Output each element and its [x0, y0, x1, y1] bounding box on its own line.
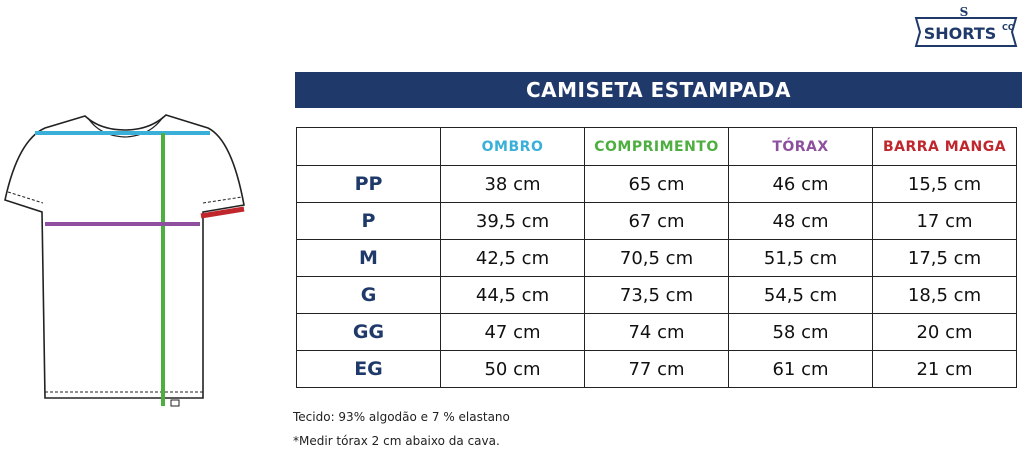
measurement: 21 cm: [872, 350, 1017, 388]
measurement: 17,5 cm: [872, 239, 1017, 277]
measurement: 48 cm: [728, 202, 873, 240]
logo-suffix: CO: [1002, 23, 1015, 32]
measurement: 38 cm: [440, 165, 585, 203]
measurement: 58 cm: [728, 313, 873, 351]
size-label: PP: [296, 165, 441, 203]
measurement: 42,5 cm: [440, 239, 585, 277]
size-row: GG 47 cm 74 cm 58 cm 20 cm: [296, 313, 1017, 351]
column-header: OMBRO: [440, 127, 585, 166]
size-label: P: [296, 202, 441, 240]
brand-logo: S SHORTS CO: [914, 6, 1018, 47]
size-table: OMBRO COMPRIMENTO TÓRAX BARRA MANGA PP 38 cm…: [296, 127, 1017, 388]
measurement: 54,5 cm: [728, 276, 873, 314]
column-header: COMPRIMENTO: [584, 127, 729, 166]
column-header: TÓRAX: [728, 127, 873, 166]
measurement: 51,5 cm: [728, 239, 873, 277]
corner-cell: [296, 127, 441, 166]
measurement: 67 cm: [584, 202, 729, 240]
size-label: G: [296, 276, 441, 314]
measurement: 46 cm: [728, 165, 873, 203]
column-header: BARRA MANGA: [872, 127, 1017, 166]
size-label: GG: [296, 313, 441, 351]
svg-text:S: S: [960, 6, 969, 19]
size-row: EG 50 cm 77 cm 61 cm 21 cm: [296, 350, 1017, 388]
size-row: PP 38 cm 65 cm 46 cm 15,5 cm: [296, 165, 1017, 203]
tshirt-diagram: [4, 114, 245, 407]
measurement: 73,5 cm: [584, 276, 729, 314]
size-label: EG: [296, 350, 441, 388]
chart-title: CAMISETA ESTAMPADA: [295, 72, 1022, 108]
measurement: 15,5 cm: [872, 165, 1017, 203]
measurement: 61 cm: [728, 350, 873, 388]
size-label: M: [296, 239, 441, 277]
size-row: P 39,5 cm 67 cm 48 cm 17 cm: [296, 202, 1017, 240]
measurement: 39,5 cm: [440, 202, 585, 240]
measurement: 77 cm: [584, 350, 729, 388]
measurement: 44,5 cm: [440, 276, 585, 314]
header-row: OMBRO COMPRIMENTO TÓRAX BARRA MANGA: [296, 127, 1017, 166]
measurement: 20 cm: [872, 313, 1017, 351]
logo-name: SHORTS: [924, 24, 997, 43]
note: Tecido: 93% algodão e 7 % elastano: [293, 410, 510, 424]
note: *Medir tórax 2 cm abaixo da cava.: [293, 434, 500, 448]
size-row: G 44,5 cm 73,5 cm 54,5 cm 18,5 cm: [296, 276, 1017, 314]
measurement: 17 cm: [872, 202, 1017, 240]
measurement: 65 cm: [584, 165, 729, 203]
measurement: 70,5 cm: [584, 239, 729, 277]
measurement: 47 cm: [440, 313, 585, 351]
measurement: 50 cm: [440, 350, 585, 388]
measurement: 74 cm: [584, 313, 729, 351]
measurement: 18,5 cm: [872, 276, 1017, 314]
size-row: M 42,5 cm 70,5 cm 51,5 cm 17,5 cm: [296, 239, 1017, 277]
